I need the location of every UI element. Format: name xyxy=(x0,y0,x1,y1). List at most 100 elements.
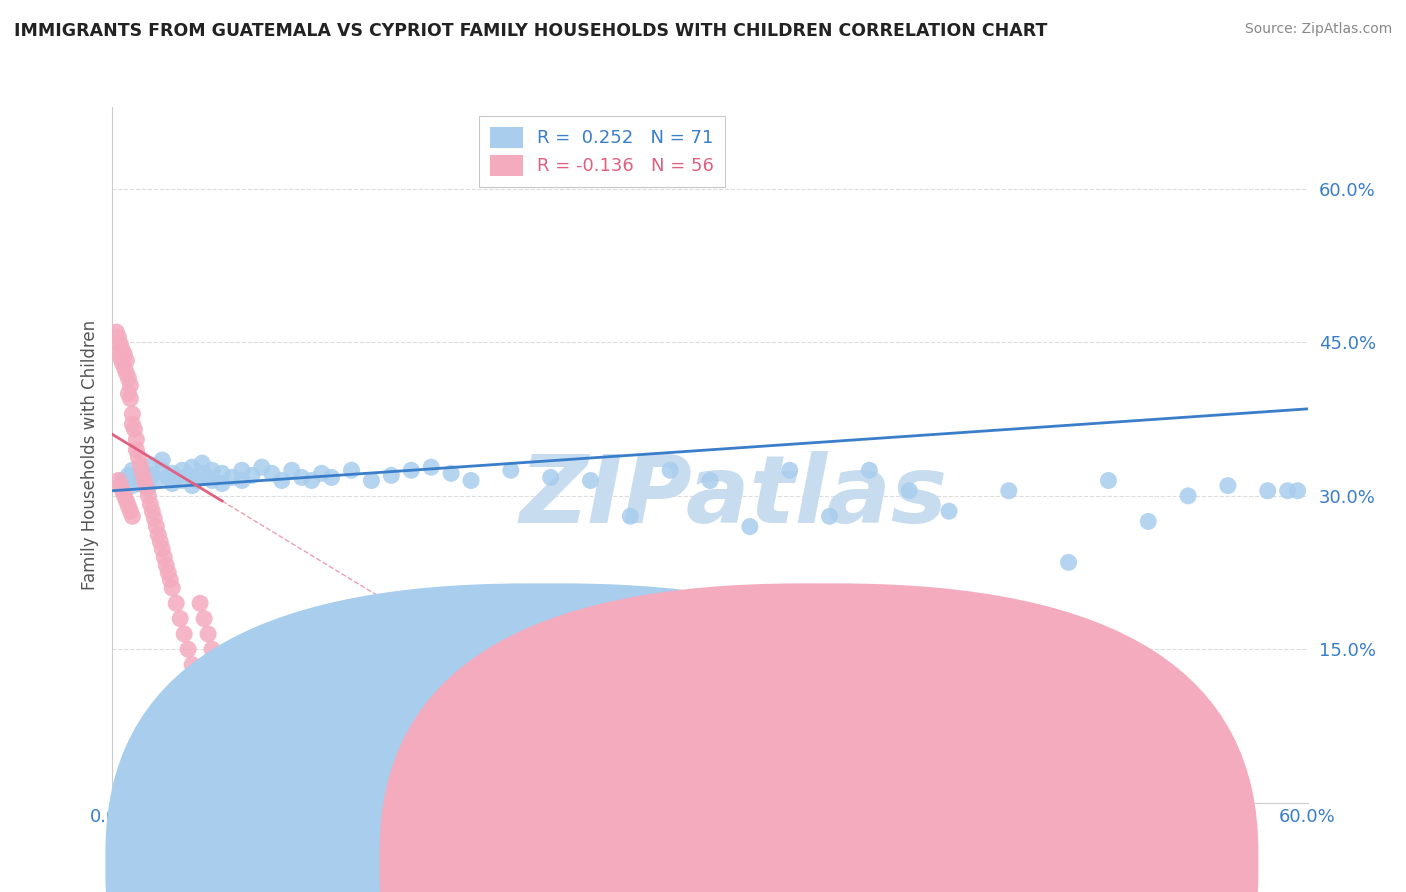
Point xyxy=(125,433,148,447)
Point xyxy=(131,467,153,481)
Point xyxy=(141,458,163,472)
Point xyxy=(181,657,204,672)
Point xyxy=(201,642,224,657)
Point xyxy=(858,463,880,477)
Point xyxy=(120,392,142,406)
Point xyxy=(107,330,129,344)
Point xyxy=(231,463,253,477)
Point xyxy=(120,504,142,518)
Point xyxy=(157,566,180,580)
Point xyxy=(121,478,143,492)
Point xyxy=(191,456,214,470)
Text: IMMIGRANTS FROM GUATEMALA VS CYPRIOT FAMILY HOUSEHOLDS WITH CHILDREN CORRELATION: IMMIGRANTS FROM GUATEMALA VS CYPRIOT FAM… xyxy=(14,22,1047,40)
Point xyxy=(172,474,194,488)
Point xyxy=(401,463,423,477)
Point xyxy=(121,509,143,524)
Point xyxy=(311,467,333,481)
Point xyxy=(250,460,273,475)
Point xyxy=(440,467,463,481)
Point xyxy=(157,470,180,484)
Point xyxy=(340,463,363,477)
Point xyxy=(188,596,211,610)
Point xyxy=(114,361,135,376)
Point xyxy=(115,353,138,368)
Point xyxy=(145,519,167,533)
Point xyxy=(155,558,177,573)
Point xyxy=(148,527,170,541)
Point xyxy=(134,474,156,488)
Point xyxy=(172,463,194,477)
Point xyxy=(181,478,204,492)
Point xyxy=(499,463,522,477)
Point xyxy=(117,499,139,513)
Text: Immigrants from Guatemala: Immigrants from Guatemala xyxy=(576,855,813,872)
Point xyxy=(159,573,181,587)
Point xyxy=(107,345,129,359)
Point xyxy=(738,519,761,533)
Point xyxy=(938,504,960,518)
Point xyxy=(201,474,224,488)
Point xyxy=(177,468,200,483)
Point xyxy=(998,483,1021,498)
Point xyxy=(619,509,641,524)
Point xyxy=(131,474,153,488)
Point xyxy=(779,463,801,477)
Point xyxy=(111,474,134,488)
Point xyxy=(191,467,214,481)
Point xyxy=(107,474,129,488)
Point xyxy=(110,478,132,492)
Point xyxy=(1097,474,1119,488)
Point xyxy=(121,417,143,432)
Point xyxy=(111,356,134,370)
Point xyxy=(143,511,166,525)
Point xyxy=(120,378,142,392)
Point xyxy=(420,460,443,475)
Point xyxy=(1277,483,1299,498)
Point xyxy=(1057,555,1080,569)
Point xyxy=(211,467,233,481)
Point xyxy=(231,474,253,488)
Point xyxy=(150,453,173,467)
Point xyxy=(1286,483,1309,498)
Point xyxy=(173,627,195,641)
Point xyxy=(115,494,138,508)
Point xyxy=(211,476,233,491)
Point xyxy=(110,337,132,351)
Point xyxy=(138,489,160,503)
Point xyxy=(138,481,160,495)
Point xyxy=(121,407,143,421)
Point xyxy=(162,476,183,491)
Point xyxy=(165,596,187,610)
Point xyxy=(117,386,139,401)
Point xyxy=(141,504,163,518)
Point xyxy=(153,550,176,565)
Text: ZIPatlas: ZIPatlas xyxy=(520,450,948,542)
Point xyxy=(201,463,224,477)
Point xyxy=(127,476,149,491)
Point xyxy=(1177,489,1199,503)
Point xyxy=(579,474,602,488)
Point xyxy=(540,470,562,484)
Point xyxy=(115,366,138,380)
Point xyxy=(240,468,263,483)
Point xyxy=(197,627,219,641)
Point xyxy=(150,542,173,557)
Point xyxy=(699,474,721,488)
Point xyxy=(105,325,128,339)
Point xyxy=(124,422,146,436)
Point xyxy=(659,463,682,477)
Point xyxy=(125,470,148,484)
Point xyxy=(260,467,283,481)
Point xyxy=(181,460,204,475)
Point xyxy=(186,474,208,488)
Point xyxy=(114,489,135,503)
Point xyxy=(898,483,921,498)
Point xyxy=(111,483,134,498)
Point xyxy=(149,535,172,549)
Point xyxy=(169,612,191,626)
Point xyxy=(135,481,157,495)
Point xyxy=(141,468,163,483)
Point xyxy=(139,497,162,511)
Point xyxy=(1216,478,1239,492)
Legend: R =  0.252   N = 71, R = -0.136   N = 56: R = 0.252 N = 71, R = -0.136 N = 56 xyxy=(479,116,725,186)
